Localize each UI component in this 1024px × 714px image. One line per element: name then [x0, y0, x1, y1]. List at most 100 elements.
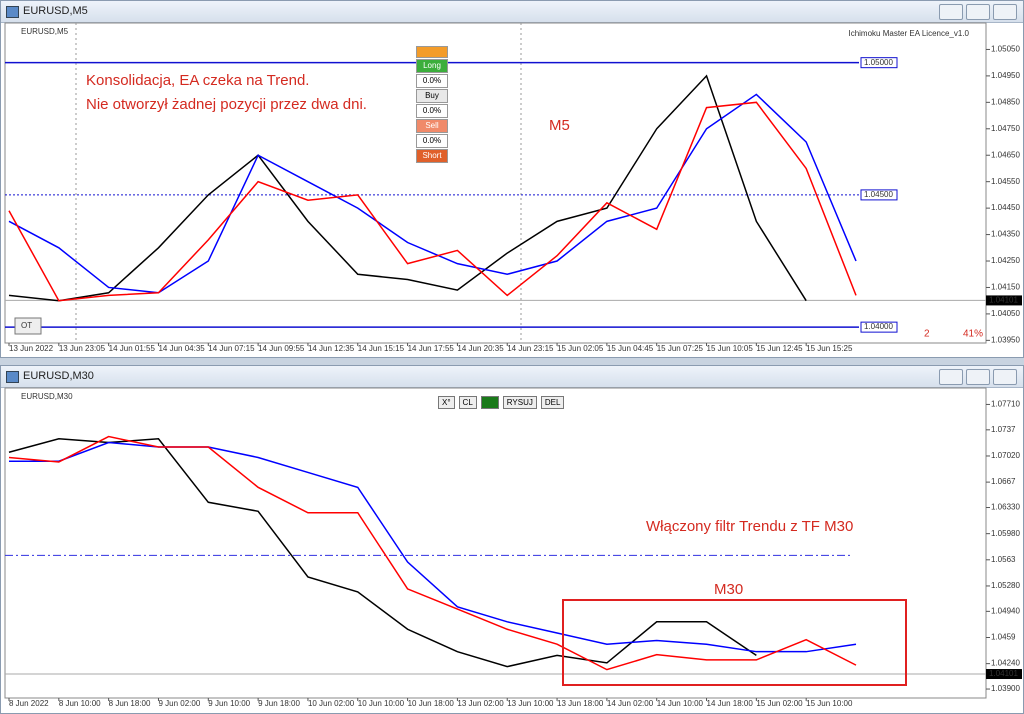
y-tick-label: 1.07020: [991, 451, 1020, 460]
level-box: [860, 321, 898, 333]
x-tick-label: 13 Jun 23:05: [59, 344, 106, 353]
long-button[interactable]: Long: [416, 59, 448, 73]
trade-panel: Long 0.0% Buy 0.0% Sell 0.0% Short: [416, 46, 448, 164]
y-tick-label: 1.04650: [991, 150, 1020, 159]
level-box: [860, 57, 898, 69]
x-tick-label: 14 Jun 07:15: [208, 344, 255, 353]
x-tick-label: 15 Jun 02:00: [756, 699, 803, 708]
x-tick-label: 15 Jun 10:00: [806, 699, 853, 708]
y-tick-label: 1.04950: [991, 71, 1020, 80]
y-tick-label: 1.07710: [991, 400, 1020, 409]
y-tick-label: 1.0737: [991, 425, 1016, 434]
y-tick-label: 1.04850: [991, 97, 1020, 106]
x-tick-label: 14 Jun 20:35: [457, 344, 504, 353]
color-button[interactable]: [480, 396, 499, 409]
title-bar: EURUSD,M5: [1, 1, 1023, 23]
line-series: [8, 438, 757, 668]
y-tick-label: 1.04240: [991, 659, 1020, 668]
y-tick-label: 1.04050: [991, 309, 1020, 318]
y-tick-label: 1.04750: [991, 124, 1020, 133]
toolbar-button[interactable]: DEL: [540, 396, 565, 409]
x-tick-label: 14 Jun 12:35: [308, 344, 355, 353]
percent: 0.0%: [416, 74, 448, 88]
chart: EURUSD,M30 1.07710 1.0737 1.07020 1.0667 1.06…: [4, 387, 1022, 708]
x-tick-label: 14 Jun 15:15: [358, 344, 405, 353]
y-tick-label: 1.04550: [991, 177, 1020, 186]
sell-button[interactable]: Sell: [416, 119, 448, 133]
status: 2: [924, 329, 930, 340]
price-box: [986, 669, 1022, 680]
close[interactable]: [993, 369, 1017, 385]
x-tick-label: 10 Jun 10:00: [358, 699, 405, 708]
toolbar: X° CL RYSUJ DEL: [438, 396, 565, 409]
toolbar-button[interactable]: CL: [458, 396, 477, 409]
x-tick-label: 14 Jun 02:00: [607, 699, 654, 708]
level-box: [860, 189, 898, 201]
price-label: 1.04101: [989, 669, 1018, 678]
toolbar-button[interactable]: X°: [438, 396, 455, 409]
annotation: Włączony filtr Trendu z TF M30: [646, 518, 853, 535]
x-tick-label: 14 Jun 23:15: [507, 344, 554, 353]
x-tick-label: 15 Jun 04:45: [607, 344, 654, 353]
level-label: 1.04000: [864, 322, 893, 331]
buy-button[interactable]: Buy: [416, 89, 448, 103]
minimize[interactable]: [939, 4, 963, 20]
restore[interactable]: [966, 4, 990, 20]
y-tick-label: 1.04940: [991, 606, 1020, 615]
panel-header: [416, 46, 448, 58]
line-series: [9, 441, 857, 653]
annotation: M30: [714, 581, 743, 598]
plot-border: [4, 387, 987, 699]
x-tick-label: 13 Jun 02:00: [457, 699, 504, 708]
x-tick-label: 9 Jun 18:00: [258, 699, 300, 708]
minimize[interactable]: [939, 369, 963, 385]
annotation: Konsolidacja, EA czeka na Trend.: [86, 72, 309, 89]
level-label: 1.05000: [864, 58, 893, 67]
x-tick-label: 14 Jun 01:55: [109, 344, 156, 353]
y-tick-label: 1.05050: [991, 45, 1020, 54]
ot-label[interactable]: OT: [21, 321, 32, 330]
price-label: 1.04101: [989, 296, 1018, 305]
y-tick-label: 1.04150: [991, 283, 1020, 292]
x-tick-label: 15 Jun 02:05: [557, 344, 604, 353]
ot-button[interactable]: [14, 317, 42, 335]
price-box: [986, 295, 1022, 306]
ea-label: Ichimoku Master EA Licence_v1.0: [848, 29, 969, 38]
annotation: Nie otworzył żadnej pozycji przez dwa dn…: [86, 96, 367, 113]
short-button[interactable]: Short: [416, 149, 448, 163]
x-tick-label: 9 Jun 10:00: [208, 699, 250, 708]
x-tick-label: 14 Jun 09:55: [258, 344, 305, 353]
line-series: [8, 74, 807, 302]
plot-border: [4, 22, 987, 344]
y-tick-label: 1.06330: [991, 503, 1020, 512]
x-tick-label: 8 Jun 2022: [9, 699, 49, 708]
x-tick-label: 10 Jun 18:00: [408, 699, 455, 708]
close[interactable]: [993, 4, 1017, 20]
y-tick-label: 1.05280: [991, 581, 1020, 590]
x-tick-label: 14 Jun 04:35: [158, 344, 205, 353]
title-bar: EURUSD,M30: [1, 366, 1023, 388]
x-tick-label: 8 Jun 10:00: [59, 699, 101, 708]
x-tick-label: 15 Jun 15:25: [806, 344, 853, 353]
x-tick-label: 13 Jun 2022: [9, 344, 54, 353]
x-tick-label: 14 Jun 18:00: [707, 699, 754, 708]
x-tick-label: 15 Jun 12:45: [756, 344, 803, 353]
toolbar-button[interactable]: RYSUJ: [502, 396, 537, 409]
window-title: EURUSD,M30: [23, 370, 94, 382]
x-tick-label: 15 Jun 10:05: [707, 344, 754, 353]
x-tick-label: 9 Jun 02:00: [158, 699, 200, 708]
restore[interactable]: [966, 369, 990, 385]
symbol-label: EURUSD,M30: [21, 392, 73, 401]
x-tick-label: 13 Jun 10:00: [507, 699, 554, 708]
y-tick-label: 1.04450: [991, 203, 1020, 212]
window: EURUSD,M5 EURUSD,M5 Ichimoku Master EA Li…: [0, 0, 1024, 358]
symbol-label: EURUSD,M5: [21, 27, 69, 36]
line-series: [8, 435, 857, 671]
x-tick-label: 15 Jun 07:25: [657, 344, 704, 353]
annotation: M5: [549, 117, 570, 134]
line-series: [8, 101, 857, 302]
x-tick-label: 10 Jun 02:00: [308, 699, 355, 708]
x-tick-label: 14 Jun 17:55: [408, 344, 455, 353]
y-tick-label: 1.0667: [991, 477, 1016, 486]
